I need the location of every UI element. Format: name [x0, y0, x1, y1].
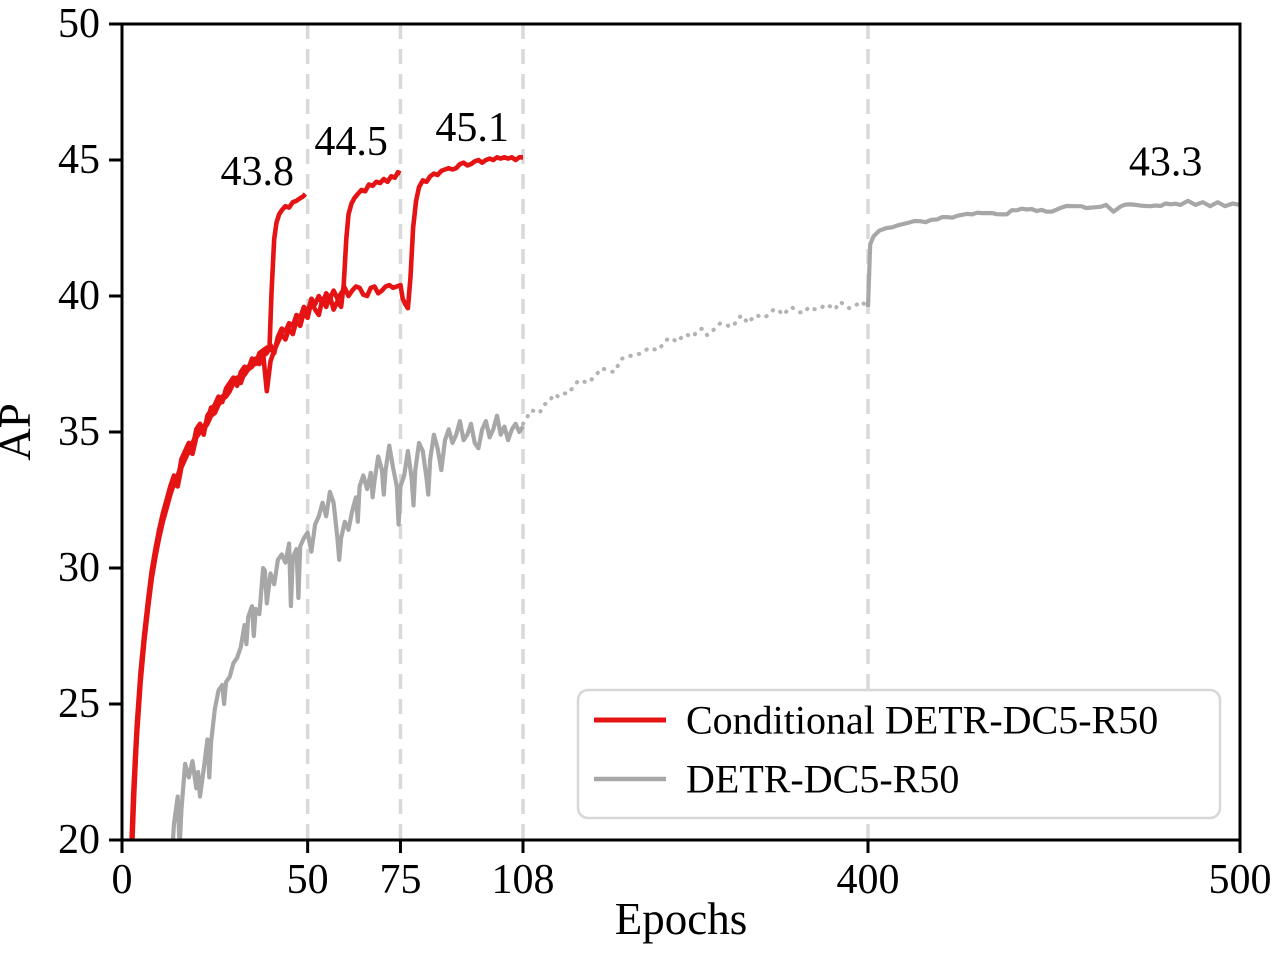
detr-curve-dotted-1: [521, 299, 870, 426]
conditional-detr-curve-75ep: [130, 169, 402, 840]
conditional-detr-curve-108ep: [129, 155, 523, 840]
annotation-45-1: 45.1: [435, 105, 509, 151]
curves: [129, 155, 1240, 840]
x-axis-title: Epochs: [615, 894, 747, 944]
detr-curve-solid-2: [865, 198, 1240, 307]
y-tick-label-40: 40: [58, 273, 100, 319]
x-tick-label-108: 108: [492, 857, 555, 903]
x-tick-label-50: 50: [287, 857, 329, 903]
detr-curve-solid-0: [170, 413, 525, 840]
annotation-43-8: 43.8: [220, 149, 294, 195]
legend-label-conditional-detr: Conditional DETR-DC5-R50: [686, 698, 1158, 743]
legend: Conditional DETR-DC5-R50 DETR-DC5-R50: [576, 688, 1222, 820]
y-axis-title: AP: [0, 403, 40, 461]
annotation-43-3: 43.3: [1129, 140, 1203, 186]
legend-box: [576, 688, 1222, 820]
x-tick-label-400: 400: [837, 857, 900, 903]
y-tick-label-35: 35: [58, 409, 100, 455]
legend-label-detr: DETR-DC5-R50: [686, 757, 959, 802]
x-tick-label-0: 0: [112, 857, 133, 903]
x-tick-label-500: 500: [1209, 857, 1272, 903]
y-tick-label-50: 50: [58, 1, 100, 47]
annotations: 43.8 44.5 45.1 43.3: [220, 105, 1202, 195]
y-tick-label-20: 20: [58, 817, 100, 863]
x-tick-label-75: 75: [379, 857, 421, 903]
y-tick-label-30: 30: [58, 545, 100, 591]
y-axis-ticks: 20 25 30 35 40 45 50: [58, 1, 122, 863]
annotation-44-5: 44.5: [314, 119, 388, 165]
y-tick-label-45: 45: [58, 137, 100, 183]
x-axis-ticks: 0 50 75 108 400 500: [112, 840, 1272, 903]
y-tick-label-25: 25: [58, 681, 100, 727]
